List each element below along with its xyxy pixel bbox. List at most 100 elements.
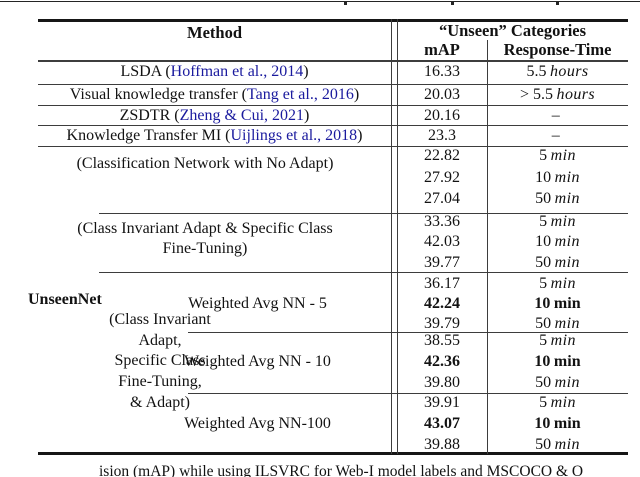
response-time-value: 50 min: [487, 314, 628, 334]
map-value: 16.33: [424, 63, 460, 80]
citation-link[interactable]: Tang et al., 2016: [247, 86, 354, 103]
time-unit: min: [554, 233, 580, 250]
time-number: –: [551, 107, 560, 124]
time-unit: min: [553, 353, 581, 370]
response-time-value-best: 10 min: [487, 352, 628, 372]
group-label-class-invariant: (Class Invariant Adapt & Specific Class …: [77, 220, 333, 257]
time-unit: min: [554, 190, 580, 207]
time-number: 5: [539, 213, 548, 230]
map-value-best: 42.36: [424, 353, 460, 370]
time-number: 5.5: [526, 63, 547, 80]
time-number: 10: [535, 233, 552, 250]
response-time-value: 50 min: [487, 435, 628, 455]
response-time-value: 50 min: [487, 373, 628, 393]
table-rule-horizontal: [99, 213, 628, 215]
method-text: LSDA (: [120, 63, 171, 80]
response-time-value: –: [487, 126, 628, 146]
weighted-avg-label-nn10: Weighted Avg NN - 10: [184, 353, 331, 370]
response-time-value: 50 min: [487, 253, 628, 273]
time-unit: min: [550, 275, 576, 292]
unseen-categories-header: “Unseen” Categories: [438, 21, 587, 40]
response-time-value: 5 min: [487, 212, 628, 232]
table-rule-horizontal: [38, 125, 628, 127]
method-text: Knowledge Transfer MI (: [66, 127, 231, 144]
method-column-header: Method: [187, 23, 242, 42]
method-cell-vkt: Visual knowledge transfer (Tang et al., …: [38, 85, 391, 105]
citation-link[interactable]: Uijlings et al., 2018: [230, 127, 358, 144]
unseennet-description: (Class Invariant Adapt, Specific Class F…: [109, 311, 211, 411]
table-rule-horizontal: [38, 19, 628, 22]
table-rule-horizontal: [38, 83, 628, 85]
time-unit: min: [554, 254, 580, 271]
time-unit: min: [553, 415, 581, 432]
citation-link[interactable]: Zheng & Cui, 2021: [179, 107, 305, 124]
unseennet-label: UnseenNet: [28, 291, 102, 308]
method-cell-zsdtr: ZSDTR (Zheng & Cui, 2021): [38, 106, 391, 126]
map-value: 20.16: [424, 107, 460, 124]
time-unit: hours: [550, 63, 589, 80]
response-time-value: 5.5 hours: [487, 62, 628, 82]
map-value: 33.36: [424, 213, 460, 230]
response-time-value: 10 min: [487, 232, 628, 252]
map-value-best: 43.07: [424, 415, 460, 432]
citation-link[interactable]: Hoffman et al., 2014: [170, 63, 304, 80]
time-unit: min: [550, 394, 576, 411]
map-value: 22.82: [424, 147, 460, 164]
time-number: 50: [535, 254, 552, 271]
table-rule-horizontal: [38, 104, 628, 106]
time-unit: min: [550, 147, 576, 164]
map-value: 39.77: [424, 254, 460, 271]
weighted-avg-label-nn100: Weighted Avg NN-100: [184, 415, 331, 432]
response-time-value: –: [487, 106, 628, 126]
response-time-value: 5 min: [487, 274, 628, 294]
time-number: 5: [539, 147, 548, 164]
time-unit: min: [554, 169, 580, 186]
table-rule-vertical: [391, 19, 393, 454]
caption-fragment: ision (mAP) while using ILSVRC for Web-I…: [99, 464, 584, 477]
time-number: 50: [535, 190, 552, 207]
response-time-value: 5 min: [487, 393, 628, 413]
clipped-text-remnant: [0, 0, 640, 3]
time-unit: min: [554, 374, 580, 391]
table-rule-horizontal: [38, 60, 628, 62]
response-time-value: > 5.5 hours: [487, 85, 628, 105]
time-number: 10: [534, 353, 551, 370]
map-value: 42.03: [424, 233, 460, 250]
method-cell-lsda: LSDA (Hoffman et al., 2014): [38, 62, 391, 82]
time-number: 50: [535, 436, 552, 453]
clipped-text-remnant: [451, 2, 454, 5]
map-value: 27.92: [424, 169, 460, 186]
time-number: 50: [535, 315, 552, 332]
table-rule-horizontal: [188, 332, 628, 334]
response-time-value-best: 10 min: [487, 294, 628, 314]
table-rule-horizontal: [99, 272, 628, 274]
map-value: 27.04: [424, 190, 460, 207]
response-time-value: 5 min: [487, 331, 628, 351]
response-time-value-best: 10 min: [487, 414, 628, 434]
response-time-column-header: Response-Time: [503, 40, 612, 59]
table-rule-vertical: [487, 40, 489, 454]
time-unit: min: [554, 315, 580, 332]
clipped-text-remnant: [344, 2, 347, 5]
method-text: Visual knowledge transfer (: [69, 86, 247, 103]
weighted-avg-label-nn5: Weighted Avg NN - 5: [188, 295, 327, 312]
table-rule-horizontal: [38, 145, 628, 147]
time-number: 5: [539, 394, 548, 411]
map-column-header: mAP: [424, 40, 460, 59]
time-number: 50: [535, 374, 552, 391]
response-time-value: 50 min: [487, 189, 628, 209]
map-value: 38.55: [424, 332, 460, 349]
time-unit: min: [553, 295, 581, 312]
time-unit: min: [550, 213, 576, 230]
time-unit: min: [554, 436, 580, 453]
method-text: ): [304, 107, 310, 124]
map-value: 39.88: [424, 436, 460, 453]
method-text: ): [303, 63, 309, 80]
table-rule-vertical: [396, 19, 398, 454]
time-number: 5: [539, 275, 548, 292]
group-label-no-adapt: (Classification Network with No Adapt): [76, 155, 334, 172]
time-number: –: [551, 127, 560, 144]
table-rule-horizontal: [38, 452, 628, 455]
method-text: ): [357, 127, 363, 144]
